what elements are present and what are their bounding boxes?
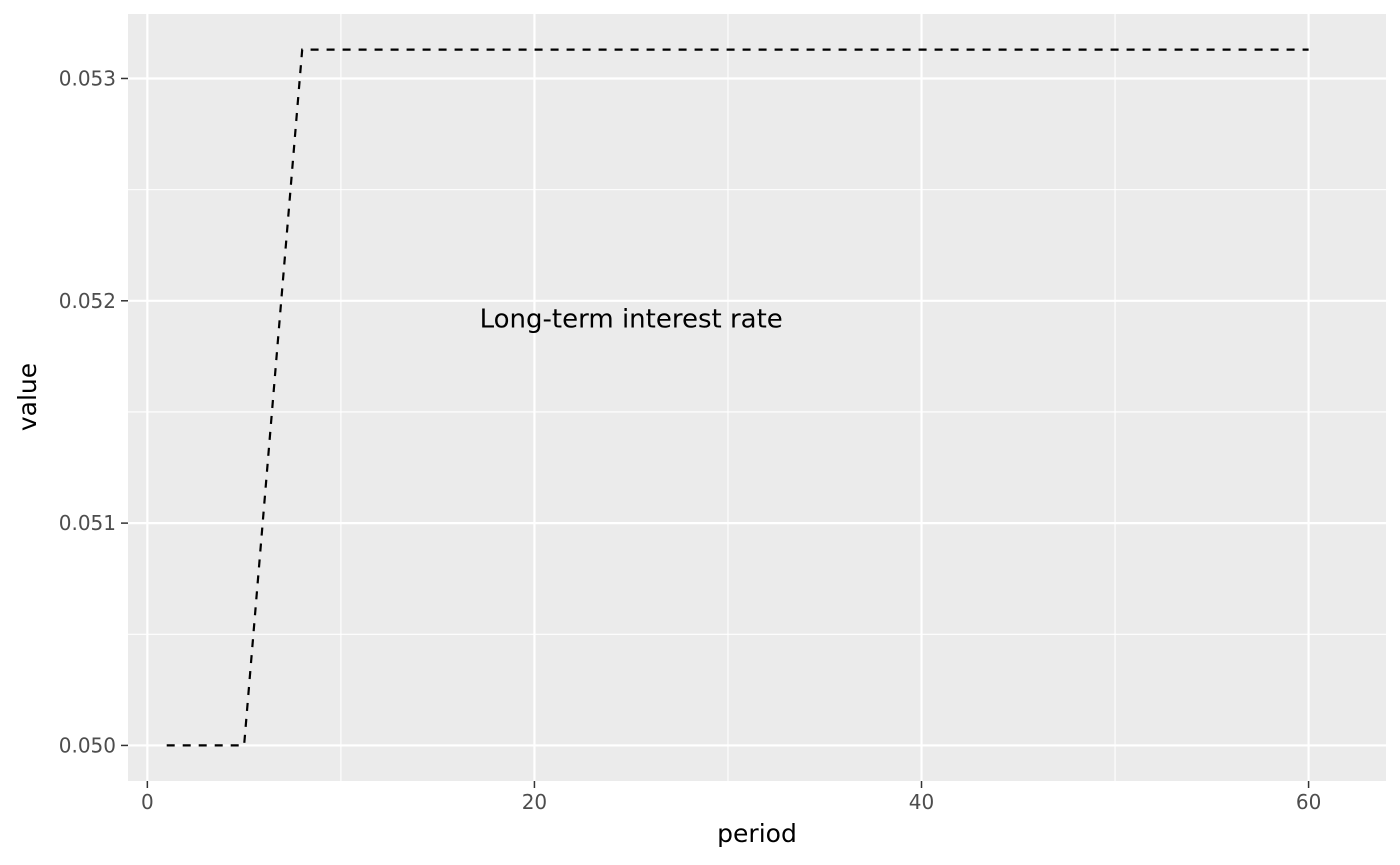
x-axis-title: period <box>717 819 797 848</box>
y-axis-title: value <box>13 363 42 431</box>
x-tick-label: 0 <box>141 790 154 814</box>
x-tick-label: 60 <box>1296 790 1321 814</box>
axes: 0 20 40 60 0.050 0.051 0.052 0.053 <box>59 66 1322 814</box>
plot-panel <box>128 14 1386 781</box>
annotations: Long-term interest rate <box>480 305 783 335</box>
y-tick-label: 0.052 <box>59 289 116 313</box>
grid-lines <box>128 14 1386 781</box>
y-tick-label: 0.050 <box>59 733 116 757</box>
data-series <box>166 48 1309 747</box>
x-tick-label: 20 <box>522 790 547 814</box>
x-tick-label: 40 <box>909 790 934 814</box>
annotation-label: Long-term interest rate <box>480 305 783 335</box>
y-tick-label: 0.051 <box>59 511 116 535</box>
y-tick-label: 0.053 <box>59 66 116 90</box>
series-line <box>166 48 1309 747</box>
